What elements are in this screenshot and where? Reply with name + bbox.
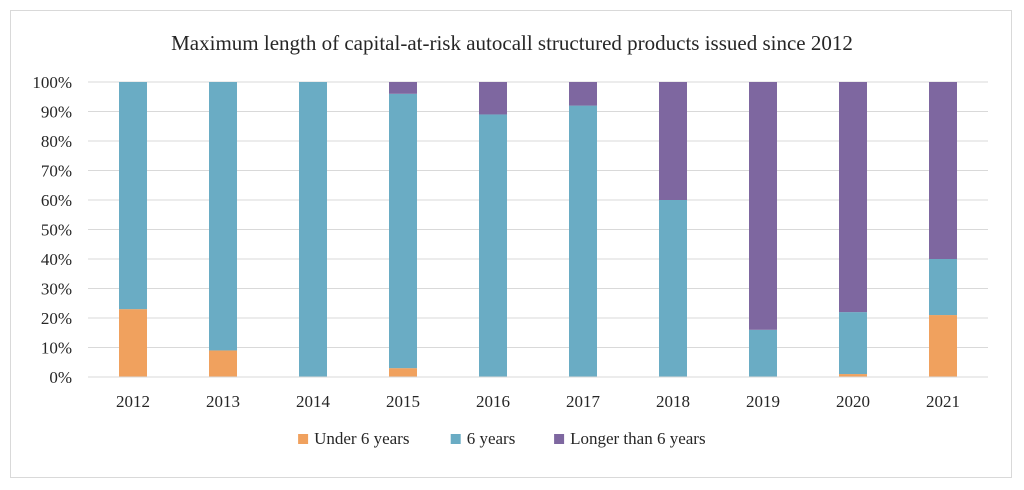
bar-segment-under-6-years [119,309,147,377]
legend-item: 6 years [450,429,516,448]
bar-segment-longer-than-6-years [839,82,867,313]
x-tick-label: 2017 [566,392,601,411]
bar-segment-6-years [929,259,957,316]
x-tick-label: 2019 [746,392,780,411]
y-tick-label: 90% [41,103,72,122]
x-tick-label: 2020 [836,392,870,411]
y-tick-label: 0% [49,368,72,387]
bar-segment-longer-than-6-years [479,82,507,115]
bar-segment-longer-than-6-years [929,82,957,259]
bar-segment-under-6-years [929,315,957,377]
legend-item: Longer than 6 years [554,429,706,448]
legend-label: Longer than 6 years [570,429,705,448]
legend-swatch [450,434,461,444]
y-tick-label: 50% [41,221,72,240]
bar-segment-6-years [569,105,597,377]
legend-item: Under 6 years [298,429,409,448]
x-tick-label: 2021 [926,392,960,411]
bar-segment-under-6-years [839,374,867,377]
gridlines [88,81,988,348]
y-tick-label: 40% [41,250,72,269]
y-tick-label: 30% [41,280,72,299]
bar-segment-longer-than-6-years [389,82,417,94]
x-axis: 2012 2013 2014 2015 2016 2017 2018 2019 2020 2021 [116,392,960,411]
legend-swatch [298,434,309,444]
x-tick-label: 2015 [386,392,420,411]
x-tick-label: 2014 [296,392,331,411]
bar-segment-6-years [119,82,147,310]
legend-swatch [554,434,565,444]
legend-label: 6 years [467,429,516,448]
bar-segment-6-years [299,82,327,377]
y-tick-label: 80% [41,132,72,151]
y-tick-label: 10% [41,339,72,358]
bar-segment-6-years [749,329,777,377]
y-tick-label: 100% [32,73,72,92]
x-tick-label: 2012 [116,392,150,411]
bar-segment-6-years [659,200,687,377]
bars [119,82,957,377]
bar-segment-6-years [389,93,417,369]
chart-title: Maximum length of capital-at-risk autoca… [171,31,853,55]
x-tick-label: 2013 [206,392,240,411]
bar-segment-longer-than-6-years [659,82,687,200]
bar-segment-under-6-years [389,368,417,377]
x-tick-label: 2018 [656,392,690,411]
bar-segment-longer-than-6-years [569,82,597,106]
bar-segment-under-6-years [209,350,237,377]
y-tick-label: 70% [41,162,72,181]
legend: Under 6 years 6 years Longer than 6 years [298,429,706,448]
legend-label: Under 6 years [314,429,409,448]
y-tick-label: 20% [41,309,72,328]
y-tick-label: 60% [41,191,72,210]
bar-segment-longer-than-6-years [749,82,777,330]
bar-segment-6-years [209,82,237,351]
bar-segment-6-years [839,312,867,375]
bar-segment-6-years [479,114,507,377]
y-axis: 0% 10% 20% 30% 40% 50% 60% 70% 80% 90% 100% [32,73,72,387]
x-tick-label: 2016 [476,392,510,411]
